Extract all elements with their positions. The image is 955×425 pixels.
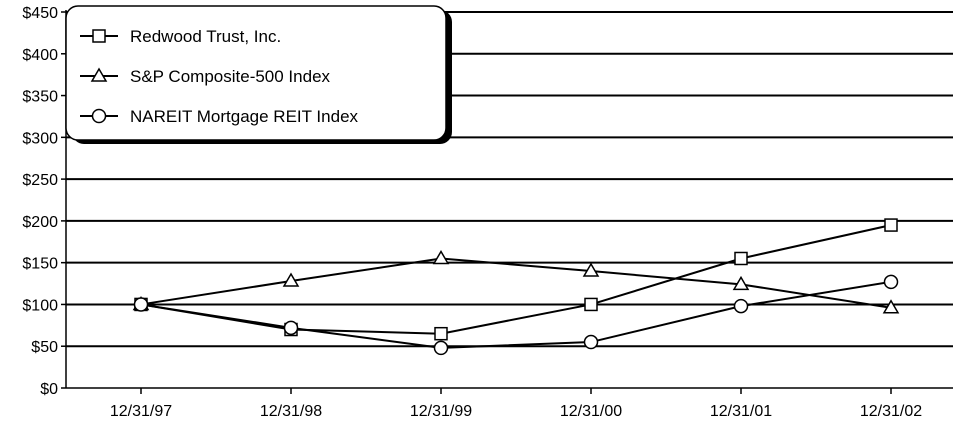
series-lines bbox=[132, 218, 900, 356]
data-point-square bbox=[734, 251, 748, 266]
data-point-circle bbox=[583, 334, 599, 350]
y-tick-label: $150 bbox=[22, 256, 58, 273]
legend-box bbox=[65, 5, 447, 141]
series-line-square bbox=[140, 224, 892, 335]
data-point-square bbox=[884, 218, 898, 232]
data-point-triangle bbox=[582, 262, 600, 277]
y-tick-label: $300 bbox=[22, 130, 58, 147]
legend-entry-triangle: S&P Composite-500 Index bbox=[80, 67, 331, 86]
y-tick-label: $200 bbox=[22, 214, 58, 231]
legend-label: S&P Composite-500 Index bbox=[130, 67, 331, 86]
legend-marker-square bbox=[92, 29, 106, 43]
series-line-circle bbox=[140, 280, 892, 349]
legend-entry-circle: NAREIT Mortgage REIT Index bbox=[80, 107, 359, 126]
legend-label: Redwood Trust, Inc. bbox=[130, 27, 281, 46]
y-tick-label: $50 bbox=[31, 339, 58, 356]
x-tick-labels: 12/31/97 12/31/98 12/31/99 12/31/00 12/31/01… bbox=[110, 403, 922, 420]
y-tick-label: $250 bbox=[22, 172, 58, 189]
data-point-circle bbox=[283, 320, 299, 336]
y-tick-label: $350 bbox=[22, 89, 58, 106]
legend-label: NAREIT Mortgage REIT Index bbox=[130, 107, 359, 126]
x-tick-label: 12/31/02 bbox=[860, 403, 922, 420]
data-point-circle bbox=[433, 340, 449, 356]
y-tick-label: $450 bbox=[22, 5, 58, 22]
axes bbox=[61, 10, 953, 394]
data-point-triangle bbox=[432, 250, 450, 265]
legend: Redwood Trust, Inc. S&P Composite-500 Ind… bbox=[65, 5, 452, 144]
series-circle bbox=[140, 280, 892, 349]
data-point-circle bbox=[883, 274, 899, 290]
data-point-circle bbox=[133, 297, 149, 312]
x-tick-label: 12/31/98 bbox=[260, 403, 322, 420]
data-point-triangle bbox=[282, 272, 300, 287]
series-line-triangle bbox=[140, 257, 892, 309]
data-point-triangle bbox=[732, 275, 750, 291]
y-tick-label: $400 bbox=[22, 47, 58, 64]
legend-marker-circle bbox=[91, 108, 107, 124]
y-tick-label: $0 bbox=[40, 381, 58, 398]
legend-marker-triangle bbox=[90, 67, 108, 82]
x-tick-label: 12/31/97 bbox=[110, 403, 172, 420]
series-triangle bbox=[140, 257, 892, 309]
data-point-square bbox=[434, 326, 448, 341]
data-point-circle bbox=[733, 298, 749, 314]
y-tick-labels: $0 $50 $100 $150 $200 $250 $300 $350 $400 $450 bbox=[22, 5, 58, 398]
y-tick-label: $100 bbox=[22, 297, 58, 314]
series-square bbox=[140, 224, 892, 335]
x-tick-label: 12/31/00 bbox=[560, 403, 622, 420]
legend-entry-square: Redwood Trust, Inc. bbox=[80, 27, 281, 46]
x-tick-label: 12/31/01 bbox=[710, 403, 772, 420]
x-tick-label: 12/31/99 bbox=[410, 403, 472, 420]
series-markers-circle bbox=[133, 274, 899, 356]
data-point-square bbox=[584, 297, 598, 312]
data-point-triangle bbox=[882, 299, 900, 314]
